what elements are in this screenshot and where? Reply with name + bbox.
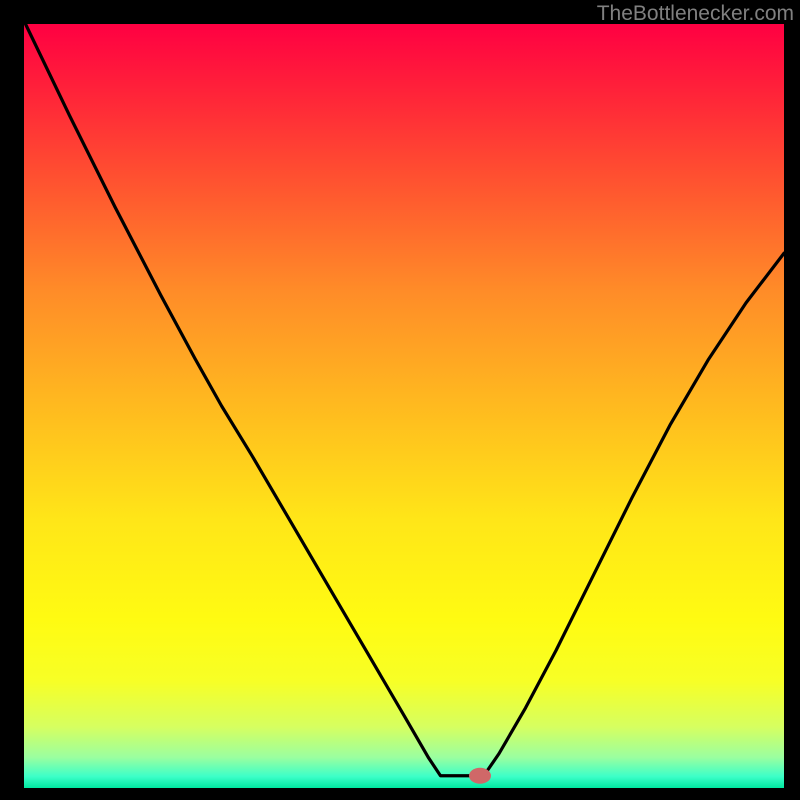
bottleneck-curve [26, 24, 784, 776]
watermark-text: TheBottlenecker.com [597, 2, 794, 26]
chart-container: TheBottlenecker.com [0, 0, 800, 800]
plot-area [24, 24, 784, 788]
curve-overlay [24, 24, 784, 788]
minimum-marker [469, 768, 491, 784]
